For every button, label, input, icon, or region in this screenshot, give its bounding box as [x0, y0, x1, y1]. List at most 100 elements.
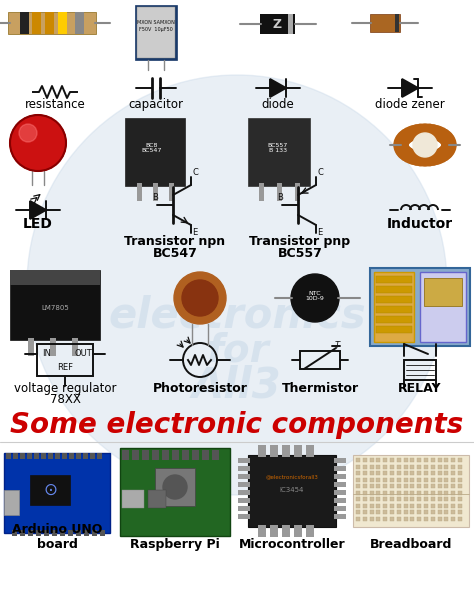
- Circle shape: [27, 75, 447, 495]
- Text: LED: LED: [23, 217, 53, 231]
- Circle shape: [397, 145, 411, 159]
- Bar: [403, 484, 408, 488]
- Bar: [383, 516, 387, 520]
- Bar: [424, 504, 428, 507]
- Bar: [458, 491, 462, 494]
- Circle shape: [414, 124, 428, 138]
- Bar: [282, 445, 290, 457]
- Bar: [122, 490, 144, 508]
- Bar: [410, 497, 414, 501]
- Bar: [48, 453, 53, 459]
- Bar: [397, 491, 401, 494]
- Text: OUT: OUT: [74, 349, 92, 358]
- Bar: [431, 516, 435, 520]
- Bar: [458, 504, 462, 507]
- Circle shape: [418, 152, 432, 166]
- Circle shape: [163, 475, 187, 499]
- Text: @electronicsforall3: @electronicsforall3: [265, 474, 319, 479]
- Bar: [238, 490, 250, 495]
- Bar: [376, 465, 381, 468]
- Bar: [97, 453, 102, 459]
- Text: NTC
10D-9: NTC 10D-9: [306, 291, 324, 301]
- Bar: [148, 490, 166, 508]
- Text: BC8
BC547: BC8 BC547: [142, 143, 162, 153]
- Bar: [445, 510, 448, 514]
- Bar: [438, 497, 442, 501]
- Bar: [356, 491, 360, 494]
- Bar: [390, 458, 394, 462]
- Bar: [458, 458, 462, 462]
- Bar: [370, 471, 374, 475]
- Bar: [62, 453, 67, 459]
- Bar: [445, 484, 448, 488]
- Bar: [20, 453, 25, 459]
- Bar: [363, 510, 367, 514]
- Bar: [424, 471, 428, 475]
- Bar: [36, 530, 41, 536]
- Circle shape: [410, 125, 424, 139]
- Bar: [8, 12, 96, 34]
- Bar: [451, 516, 455, 520]
- Bar: [458, 510, 462, 514]
- Bar: [397, 458, 401, 462]
- Bar: [28, 530, 33, 536]
- Text: Inductor: Inductor: [387, 217, 453, 231]
- Bar: [376, 484, 381, 488]
- Polygon shape: [402, 79, 418, 97]
- Bar: [142, 450, 149, 460]
- Bar: [306, 525, 314, 537]
- Text: Arduino UNO
board: Arduino UNO board: [12, 523, 102, 551]
- Bar: [37, 344, 93, 376]
- Text: RELAY: RELAY: [398, 382, 442, 395]
- Bar: [424, 491, 428, 494]
- Bar: [238, 482, 250, 487]
- Bar: [376, 497, 381, 501]
- Bar: [356, 471, 360, 475]
- Bar: [55, 453, 60, 459]
- Bar: [10, 270, 100, 285]
- Bar: [363, 478, 367, 481]
- Bar: [45, 12, 54, 34]
- Bar: [383, 478, 387, 481]
- Bar: [32, 12, 41, 34]
- Bar: [300, 351, 340, 369]
- Bar: [403, 465, 408, 468]
- Bar: [417, 458, 421, 462]
- Circle shape: [439, 145, 453, 159]
- Circle shape: [414, 152, 428, 166]
- Bar: [162, 450, 169, 460]
- Bar: [451, 478, 455, 481]
- Circle shape: [174, 272, 226, 324]
- Bar: [390, 516, 394, 520]
- Bar: [238, 466, 250, 471]
- Bar: [451, 504, 455, 507]
- Bar: [376, 296, 412, 303]
- Bar: [172, 450, 179, 460]
- Bar: [417, 465, 421, 468]
- Bar: [438, 478, 442, 481]
- Bar: [417, 484, 421, 488]
- Text: REF: REF: [57, 363, 73, 372]
- Bar: [445, 471, 448, 475]
- Bar: [417, 510, 421, 514]
- Bar: [4, 453, 110, 533]
- Circle shape: [397, 131, 411, 145]
- Bar: [30, 475, 70, 505]
- Text: ⊙: ⊙: [43, 481, 57, 499]
- Polygon shape: [270, 79, 286, 97]
- Bar: [50, 338, 56, 356]
- Circle shape: [394, 136, 409, 150]
- Bar: [410, 484, 414, 488]
- Bar: [270, 525, 278, 537]
- Bar: [363, 471, 367, 475]
- Text: diode zener: diode zener: [375, 98, 445, 111]
- Bar: [356, 465, 360, 468]
- Circle shape: [410, 151, 424, 165]
- Bar: [417, 504, 421, 507]
- Text: IC3454: IC3454: [280, 487, 304, 493]
- Bar: [376, 510, 381, 514]
- Bar: [238, 506, 250, 511]
- Bar: [390, 497, 394, 501]
- Bar: [192, 450, 199, 460]
- Bar: [397, 465, 401, 468]
